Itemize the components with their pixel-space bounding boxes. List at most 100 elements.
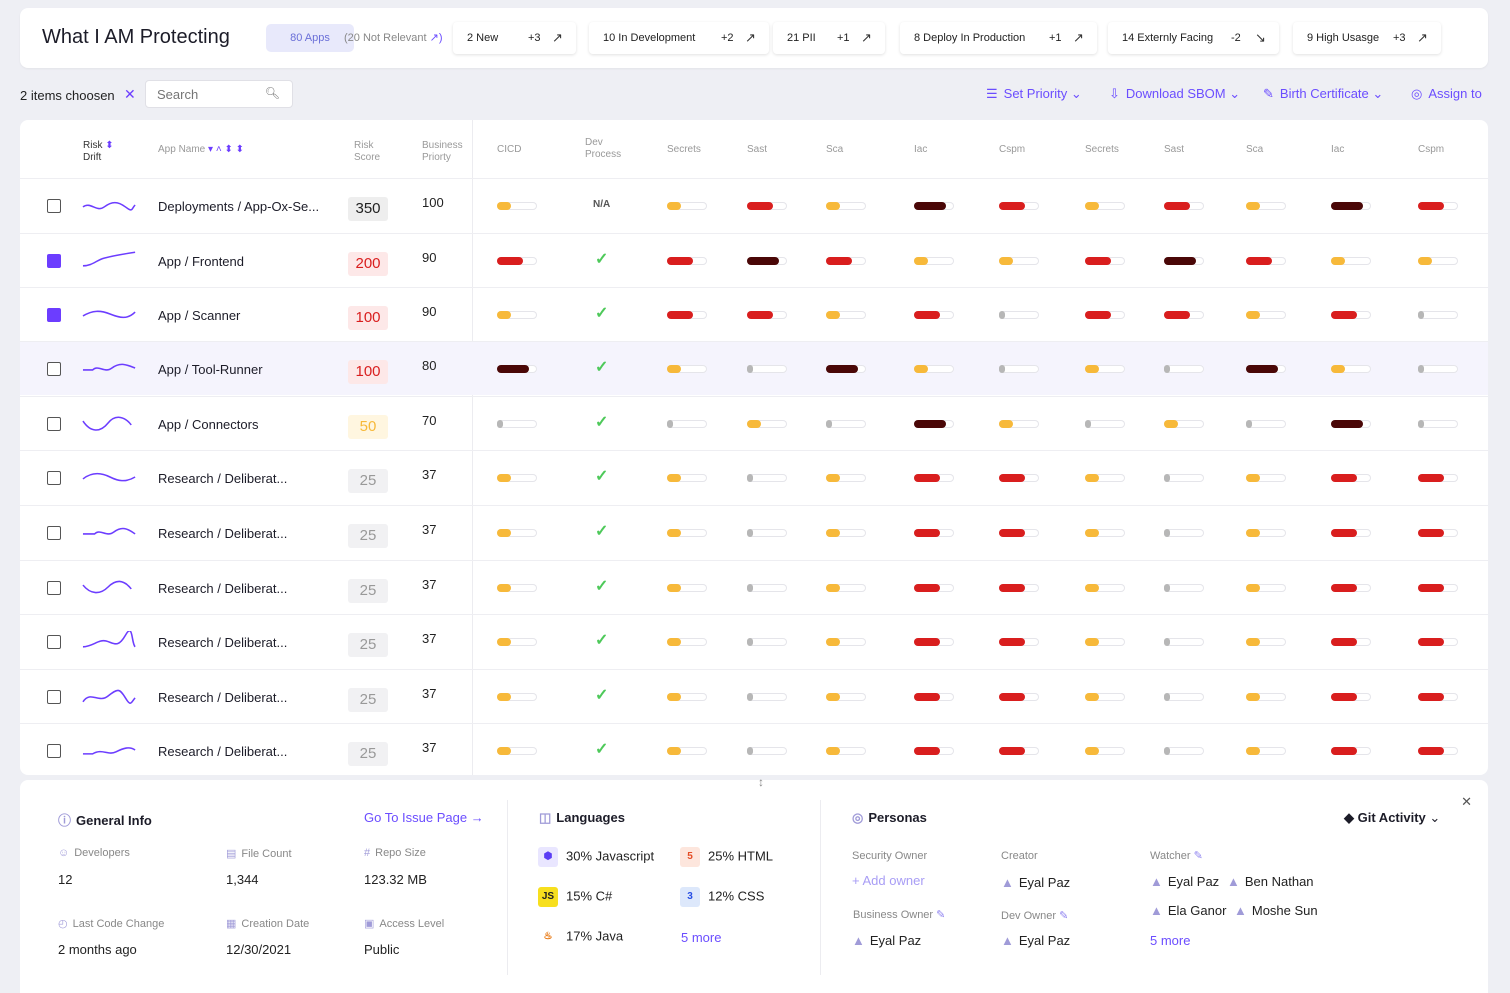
row-checkbox[interactable] xyxy=(47,581,61,595)
severity-bar[interactable] xyxy=(1164,747,1204,755)
stat-card[interactable]: 14 Externly Facing -2 ↘ xyxy=(1108,22,1279,54)
severity-bar[interactable] xyxy=(667,638,707,646)
sort-asc-icon[interactable]: ˄ xyxy=(215,144,222,155)
severity-bar[interactable] xyxy=(497,529,537,537)
severity-bar[interactable] xyxy=(914,584,954,592)
severity-bar[interactable] xyxy=(826,311,866,319)
severity-bar[interactable] xyxy=(1418,257,1458,265)
severity-bar[interactable] xyxy=(497,311,537,319)
severity-bar[interactable] xyxy=(999,747,1039,755)
severity-bar[interactable] xyxy=(1418,747,1458,755)
severity-bar[interactable] xyxy=(826,693,866,701)
severity-bar[interactable] xyxy=(999,638,1039,646)
severity-bar[interactable] xyxy=(497,584,537,592)
search-icon[interactable]: 🔍︎ xyxy=(264,86,280,100)
severity-bar[interactable] xyxy=(1164,420,1204,428)
severity-bar[interactable] xyxy=(1331,257,1371,265)
severity-bar[interactable] xyxy=(1418,584,1458,592)
severity-bar[interactable] xyxy=(747,257,787,265)
severity-bar[interactable] xyxy=(1418,420,1458,428)
languages-more-link[interactable]: 5 more xyxy=(681,930,722,945)
severity-bar[interactable] xyxy=(1164,529,1204,537)
severity-bar[interactable] xyxy=(1418,474,1458,482)
app-name[interactable]: Research / Deliberat... xyxy=(158,690,288,705)
severity-bar[interactable] xyxy=(999,693,1039,701)
download-sbom-button[interactable]: ⇩ Download SBOM ⌄ xyxy=(1109,86,1240,102)
table-row[interactable]: Research / Deliberat... 25 37 ✓ xyxy=(20,505,1488,559)
severity-bar[interactable] xyxy=(1085,420,1125,428)
severity-bar[interactable] xyxy=(1331,747,1371,755)
watchers-more-link[interactable]: 5 more xyxy=(1150,933,1191,948)
metric-header-sast[interactable]: Sast xyxy=(747,144,768,155)
severity-bar[interactable] xyxy=(1246,584,1286,592)
not-relevant-link[interactable]: (20 Not Relevant ↗) xyxy=(344,31,443,44)
severity-bar[interactable] xyxy=(747,584,787,592)
severity-bar[interactable] xyxy=(497,474,537,482)
severity-bar[interactable] xyxy=(1085,693,1125,701)
table-row[interactable]: App / Scanner 100 90 ✓ xyxy=(20,287,1488,341)
severity-bar[interactable] xyxy=(1164,693,1204,701)
severity-bar[interactable] xyxy=(1164,638,1204,646)
severity-bar[interactable] xyxy=(1418,311,1458,319)
severity-bar[interactable] xyxy=(826,584,866,592)
severity-bar[interactable] xyxy=(747,529,787,537)
severity-bar[interactable] xyxy=(1085,474,1125,482)
severity-bar[interactable] xyxy=(1418,638,1458,646)
table-row[interactable]: App / Tool-Runner 100 80 ✓ xyxy=(20,341,1488,395)
close-panel-icon[interactable]: ✕ xyxy=(1461,794,1472,809)
metric-header-sast[interactable]: Sast xyxy=(1164,144,1185,155)
severity-bar[interactable] xyxy=(667,584,707,592)
filter-caret-icon[interactable]: ▾ xyxy=(208,144,214,155)
severity-bar[interactable] xyxy=(1164,474,1204,482)
sort-icon[interactable]: ⬍ xyxy=(105,140,114,151)
severity-bar[interactable] xyxy=(1246,693,1286,701)
metric-header-sca[interactable]: Sca xyxy=(1246,144,1264,155)
stat-card[interactable]: 8 Deploy In Production +1 ↗ xyxy=(900,22,1097,54)
resize-handle-icon[interactable]: ↕ xyxy=(758,775,764,789)
severity-bar[interactable] xyxy=(1418,529,1458,537)
sort-icon[interactable]: ⬍ xyxy=(235,144,245,155)
metric-header-iac[interactable]: Iac xyxy=(914,144,928,155)
stat-card[interactable]: 21 PII +1 ↗ xyxy=(773,22,885,54)
severity-bar[interactable] xyxy=(1331,311,1371,319)
severity-bar[interactable] xyxy=(667,365,707,373)
severity-bar[interactable] xyxy=(1331,693,1371,701)
row-checkbox[interactable] xyxy=(47,744,61,758)
severity-bar[interactable] xyxy=(826,202,866,210)
severity-bar[interactable] xyxy=(826,529,866,537)
set-priority-button[interactable]: ☰ Set Priority ⌄ xyxy=(986,86,1082,102)
table-row[interactable]: App / Connectors 50 70 ✓ xyxy=(20,396,1488,450)
table-row[interactable]: Research / Deliberat... 25 37 ✓ xyxy=(20,723,1488,775)
severity-bar[interactable] xyxy=(1085,529,1125,537)
severity-bar[interactable] xyxy=(1246,311,1286,319)
severity-bar[interactable] xyxy=(1164,257,1204,265)
severity-bar[interactable] xyxy=(1164,365,1204,373)
severity-bar[interactable] xyxy=(1246,257,1286,265)
table-row[interactable]: Research / Deliberat... 25 37 ✓ xyxy=(20,450,1488,504)
severity-bar[interactable] xyxy=(667,747,707,755)
metric-header-cspm[interactable]: Cspm xyxy=(999,144,1026,155)
severity-bar[interactable] xyxy=(999,311,1039,319)
severity-bar[interactable] xyxy=(914,474,954,482)
severity-bar[interactable] xyxy=(667,529,707,537)
severity-bar[interactable] xyxy=(747,365,787,373)
metric-header-secrets[interactable]: Secrets xyxy=(1085,144,1119,155)
severity-bar[interactable] xyxy=(667,202,707,210)
severity-bar[interactable] xyxy=(999,529,1039,537)
severity-bar[interactable] xyxy=(497,257,537,265)
severity-bar[interactable] xyxy=(1418,693,1458,701)
metric-header-cicd[interactable]: CICD xyxy=(497,144,522,155)
severity-bar[interactable] xyxy=(914,529,954,537)
go-to-issue-link[interactable]: Go To Issue Page → xyxy=(364,810,484,825)
severity-bar[interactable] xyxy=(1164,584,1204,592)
table-row[interactable]: Research / Deliberat... 25 37 ✓ xyxy=(20,669,1488,723)
severity-bar[interactable] xyxy=(999,420,1039,428)
table-row[interactable]: Research / Deliberat... 25 37 ✓ xyxy=(20,614,1488,668)
severity-bar[interactable] xyxy=(1246,474,1286,482)
severity-bar[interactable] xyxy=(667,420,707,428)
edit-pencil-icon[interactable]: ✎ xyxy=(936,909,946,921)
severity-bar[interactable] xyxy=(1164,202,1204,210)
edit-pencil-icon[interactable]: ✎ xyxy=(1193,850,1203,862)
severity-bar[interactable] xyxy=(747,474,787,482)
app-name[interactable]: Research / Deliberat... xyxy=(158,526,288,541)
